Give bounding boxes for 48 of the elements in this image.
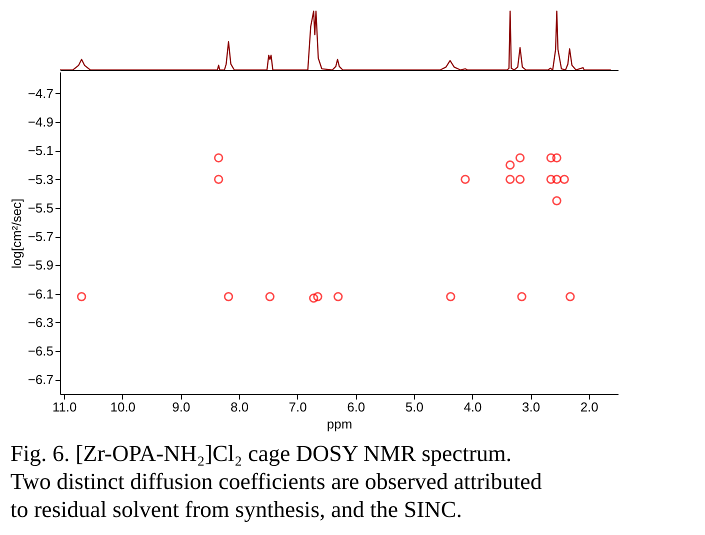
point [515, 174, 525, 184]
point [515, 153, 525, 162]
x-tick-label: 9.0 [172, 400, 190, 414]
x-tick-label: 6.0 [347, 400, 366, 414]
x-tick-label: 5.0 [405, 400, 424, 414]
y-tick-label: −6.3 [28, 314, 54, 330]
y-tick-label: −6.7 [28, 372, 54, 388]
point [506, 174, 515, 184]
point [265, 292, 275, 302]
point [313, 292, 322, 302]
text: Two distinct diffusion coefficients are observed attributed [10, 469, 542, 494]
y-tick-label: −4.7 [28, 86, 54, 101]
point [224, 292, 234, 302]
text: to residual solvent from synthesis, and the SINC. [10, 497, 462, 522]
point [506, 160, 515, 170]
y-tick-label: −5.3 [28, 172, 54, 187]
x-axis-title: ppm [326, 416, 352, 432]
y-tick-label: −5.9 [28, 258, 54, 273]
point [517, 292, 526, 302]
x-tick-label: 2.0 [580, 400, 598, 414]
point [334, 292, 343, 302]
point [309, 294, 318, 303]
y-tick-label: −5.1 [28, 143, 54, 158]
y-tick-label: −6.5 [28, 344, 54, 359]
x-tick-label: 8.0 [230, 400, 249, 414]
y-axis-title: log[cm²/sec] [8, 198, 24, 269]
point [460, 174, 470, 184]
point [546, 174, 556, 184]
point [566, 292, 575, 302]
x-tick-label: 10.0 [110, 400, 136, 414]
point [214, 153, 224, 162]
x-tick-label: 3.0 [522, 400, 540, 414]
x-tick-label: 7.0 [288, 400, 307, 414]
x-tick-label: 11.0 [52, 400, 77, 414]
point [552, 196, 562, 206]
y-tick-label: −6.1 [28, 286, 54, 302]
point [546, 153, 556, 162]
caption: Fig. 6. [Zr-OPA-NH₂]Cl₂ cage DOSY NMR spectrum. [10, 441, 512, 466]
point [560, 174, 569, 184]
y-tick-label: −4.9 [28, 114, 54, 130]
point [552, 153, 562, 162]
y-tick-label: −5.7 [28, 229, 54, 244]
point [446, 292, 456, 302]
x-tick-label: 4.0 [464, 400, 482, 414]
point [76, 292, 86, 302]
point [552, 174, 562, 184]
point [214, 174, 224, 184]
y-tick-label: −5.5 [28, 200, 54, 216]
